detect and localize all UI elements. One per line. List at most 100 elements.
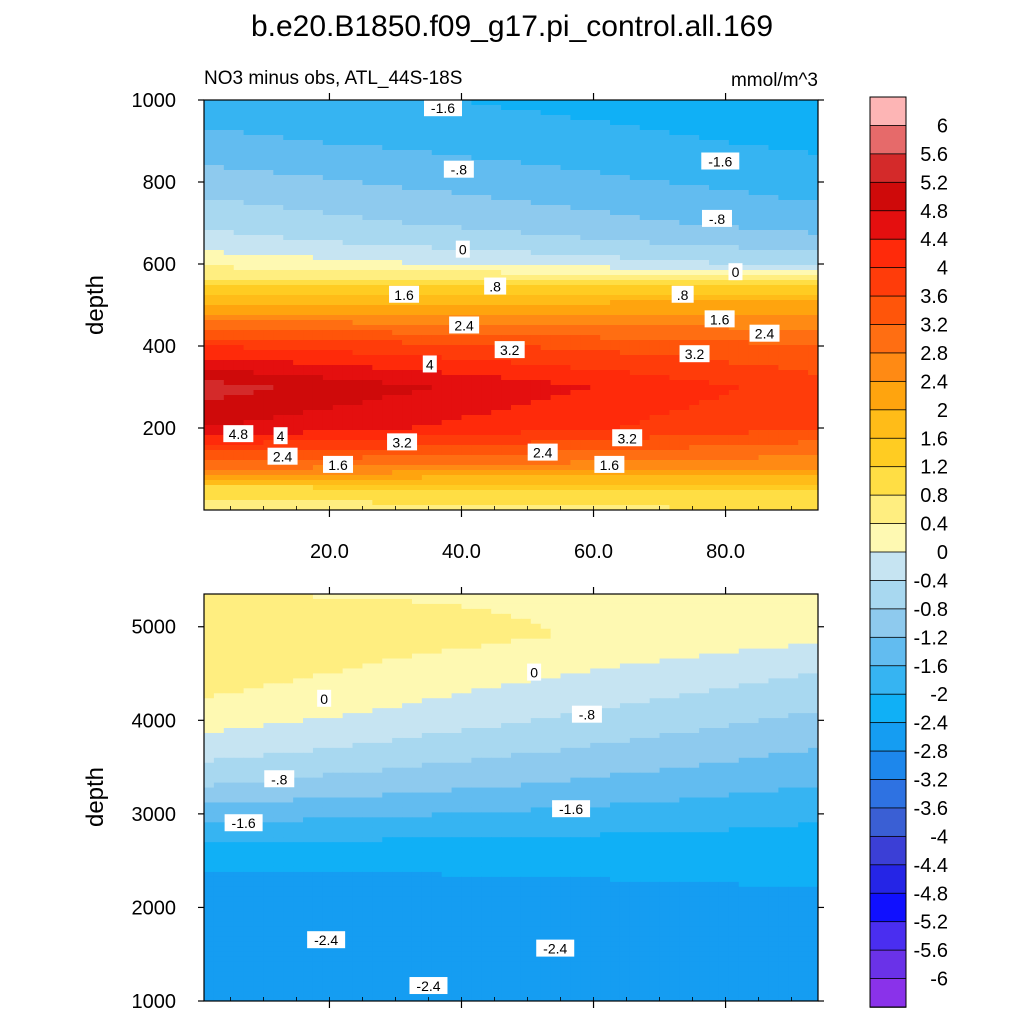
field-cell [243, 140, 255, 146]
field-cell [481, 135, 492, 141]
field-cell [312, 170, 324, 176]
field-cell [768, 295, 779, 301]
field-cell [223, 235, 235, 241]
field-cell [619, 460, 631, 466]
field-cell [233, 220, 245, 226]
field-cell [699, 200, 710, 206]
field-cell [619, 255, 631, 261]
field-cell [243, 295, 255, 301]
field-cell [332, 185, 344, 191]
field-cell [718, 275, 730, 281]
field-cell [362, 150, 373, 156]
field-cell [322, 130, 334, 136]
field-cell [590, 365, 601, 371]
field-cell [709, 460, 720, 466]
field-cell [352, 450, 364, 456]
field-cell [560, 250, 572, 256]
field-cell [501, 500, 512, 506]
field-cell [649, 325, 661, 331]
field-cell [768, 420, 779, 426]
field-cell [530, 410, 542, 416]
field-cell [303, 345, 314, 351]
field-cell [233, 375, 245, 381]
field-cell [659, 200, 671, 206]
field-cell [204, 225, 215, 231]
field-cell [679, 190, 690, 196]
field-cell [283, 265, 294, 271]
field-cell [233, 365, 245, 371]
field-cell [223, 445, 235, 451]
field-cell [253, 410, 265, 416]
field-cell [679, 365, 690, 371]
field-cell [233, 305, 245, 311]
field-cell [600, 115, 611, 121]
field-cell [798, 150, 809, 156]
field-cell [431, 190, 443, 196]
field-cell [600, 305, 611, 311]
field-cell [332, 100, 344, 106]
field-cell [223, 340, 235, 346]
field-cell [788, 240, 799, 246]
field-cell [263, 125, 274, 131]
field-cell [659, 215, 671, 221]
field-cell [570, 270, 581, 276]
field-cell [659, 155, 671, 161]
field-cell [600, 420, 611, 426]
field-cell [748, 255, 760, 261]
field-cell [738, 470, 750, 476]
field-cell [213, 445, 225, 451]
field-cell [243, 290, 255, 296]
field-cell [540, 410, 552, 416]
field-cell [659, 395, 671, 401]
field-cell [303, 380, 314, 386]
field-cell [382, 180, 393, 186]
field-cell [788, 270, 799, 276]
field-cell [530, 500, 542, 506]
field-cell [312, 375, 324, 381]
field-cell [768, 180, 779, 186]
field-cell [520, 115, 532, 121]
field-cell [758, 160, 770, 166]
field-cell [204, 400, 215, 406]
field-cell [253, 465, 265, 471]
field-cell [560, 155, 572, 161]
field-cell [441, 495, 453, 501]
field-cell [501, 325, 512, 331]
field-cell [283, 105, 294, 111]
field-cell [402, 410, 413, 416]
field-cell [540, 115, 552, 121]
field-cell [718, 195, 730, 201]
field-cell [530, 415, 542, 421]
field-cell [728, 375, 740, 381]
field-cell [540, 205, 552, 211]
field-cell [204, 390, 215, 396]
field-cell [223, 415, 235, 421]
field-cell [600, 435, 611, 441]
field-cell [501, 310, 512, 316]
field-cell [223, 500, 235, 506]
field-cell [223, 140, 235, 146]
field-cell [204, 405, 215, 411]
field-cell [808, 310, 818, 316]
field-cell [798, 400, 809, 406]
field-cell [352, 100, 364, 106]
field-cell [431, 140, 443, 146]
field-cell [788, 140, 799, 146]
field-cell [699, 450, 710, 456]
field-cell [293, 175, 304, 181]
field-cell [392, 215, 403, 221]
field-cell [372, 160, 383, 166]
field-cell [590, 265, 601, 271]
field-cell [471, 155, 482, 161]
field-cell [748, 495, 760, 501]
field-cell [293, 105, 304, 111]
field-cell [808, 135, 818, 141]
field-cell [322, 325, 334, 331]
field-cell [758, 240, 770, 246]
field-cell [580, 180, 591, 186]
field-cell [283, 365, 294, 371]
field-cell [491, 145, 502, 151]
field-cell [560, 340, 572, 346]
field-cell [312, 210, 324, 216]
field-cell [213, 190, 225, 196]
